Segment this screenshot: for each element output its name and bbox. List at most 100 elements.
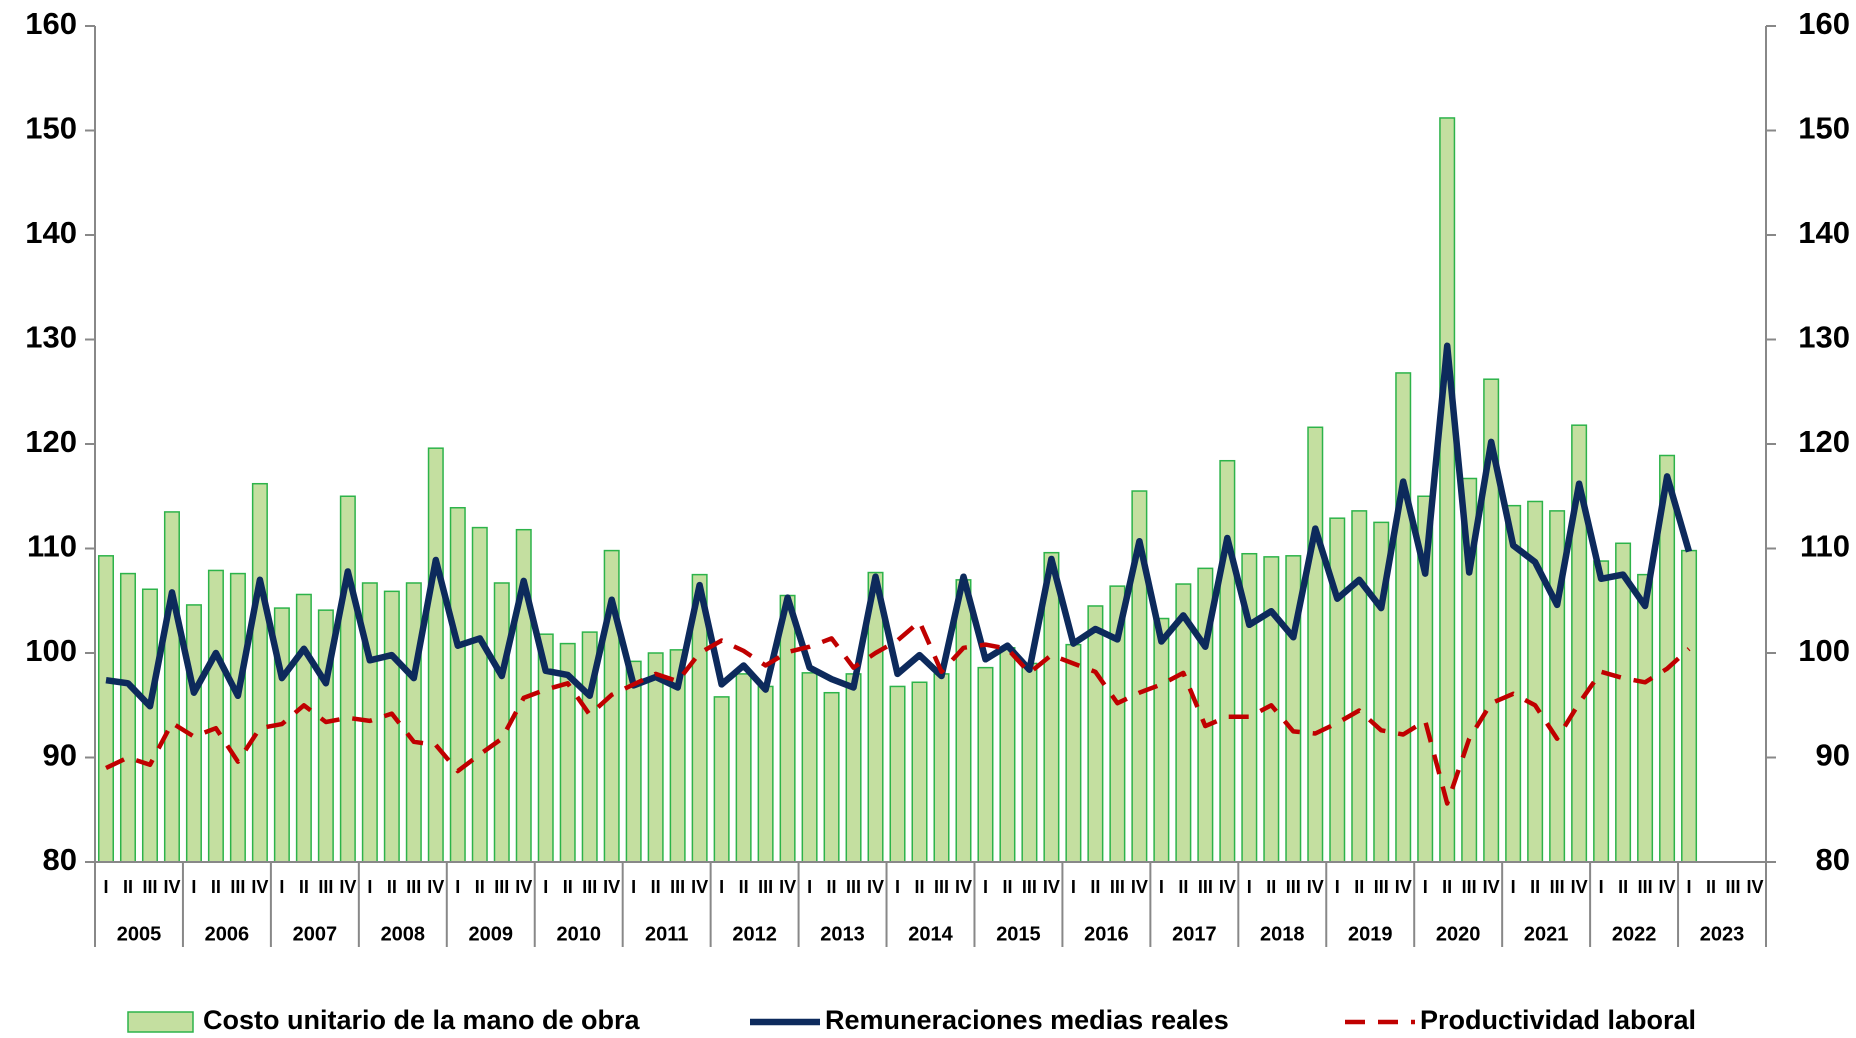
bar [735,673,752,863]
x-tick-label: IV [515,877,532,897]
x-tick-label: II [1618,877,1628,897]
y2-tick-label: 130 [1798,320,1850,355]
x-tick-label: I [1247,877,1252,897]
bar [955,579,972,863]
x-tick-label: III [1550,877,1565,897]
x-tick-label: III [1022,877,1037,897]
x-tick-label: II [211,877,221,897]
x-tick-label: IV [1131,877,1148,897]
x-tick-label: II [387,877,397,897]
bar [1307,426,1324,863]
x-tick-label: IV [955,877,972,897]
x-tick-label: III [494,877,509,897]
y-tick-label: 130 [25,320,77,355]
y-tick-label: 160 [25,6,77,41]
x-tick-label: III [230,877,245,897]
y2-tick-label: 110 [1800,529,1850,564]
x-tick-label: IV [867,877,884,897]
x-tick-label: IV [1746,877,1763,897]
x-tick-label: II [1178,877,1188,897]
x-tick-label: I [279,877,284,897]
x-tick-label: II [1442,877,1452,897]
x-tick-label: II [827,877,837,897]
bar [339,495,356,863]
bar [1505,504,1522,863]
bar [1615,542,1632,863]
legend-swatch [127,1011,194,1033]
bar [141,588,158,863]
y-tick-label: 150 [25,111,77,146]
x-tick-label: III [1198,877,1213,897]
x-tick-label: I [1423,877,1428,897]
x-tick-label: II [739,877,749,897]
x-tick-label: IV [1395,877,1412,897]
y2-tick-label: 100 [1798,633,1850,668]
year-label: 2015 [996,923,1041,945]
x-tick-label: I [367,877,372,897]
bar [647,652,664,863]
bar [933,673,950,863]
x-tick-label: II [1530,877,1540,897]
x-tick-label: III [142,877,157,897]
x-tick-label: I [1335,877,1340,897]
x-tick-label: II [651,877,661,897]
x-tick-label: IV [1571,877,1588,897]
x-tick-label: I [1687,877,1692,897]
x-tick-label: IV [163,877,180,897]
bar [1021,662,1038,863]
x-tick-label: III [758,877,773,897]
y2-tick-label: 140 [1798,215,1850,250]
year-label: 2012 [732,923,777,945]
x-tick-label: I [455,877,460,897]
year-label: 2023 [1700,923,1745,945]
bar [845,673,862,863]
x-tick-label: IV [691,877,708,897]
x-tick-label: IV [251,877,268,897]
y2-tick-label: 80 [1816,842,1850,877]
bar [1395,372,1412,863]
x-tick-label: III [1638,877,1653,897]
year-label: 2013 [820,923,865,945]
y-tick-label: 100 [25,633,77,668]
y-tick-label: 140 [25,215,77,250]
x-tick-label: II [1266,877,1276,897]
x-tick-label: I [1599,877,1604,897]
x-tick-label: I [895,877,900,897]
bar [471,526,488,863]
bar [713,696,730,863]
x-tick-label: IV [1483,877,1500,897]
x-tick-label: IV [1043,877,1060,897]
year-label: 2009 [469,923,514,945]
year-label: 2007 [293,923,338,945]
year-label: 2022 [1612,923,1657,945]
bar [427,447,444,863]
year-label: 2018 [1260,923,1305,945]
bar [1637,573,1654,863]
legend-label: Remuneraciones medias reales [825,1005,1229,1035]
x-tick-label: III [1110,877,1125,897]
year-label: 2017 [1172,923,1217,945]
x-tick-label: I [1159,877,1164,897]
y2-tick-label: 150 [1798,111,1850,146]
bar [383,590,400,863]
x-tick-label: IV [1659,877,1676,897]
x-tick-label: II [299,877,309,897]
bar [999,647,1016,863]
x-tick-label: I [1511,877,1516,897]
bar [977,666,994,863]
x-tick-label: III [1462,877,1477,897]
x-tick-label: I [543,877,548,897]
year-label: 2010 [556,923,601,945]
x-tick-label: III [318,877,333,897]
x-tick-label: I [191,877,196,897]
y-tick-label: 120 [25,424,77,459]
bar [1065,643,1082,863]
x-tick-label: II [475,877,485,897]
year-label: 2016 [1084,923,1129,945]
x-tick-label: II [1706,877,1716,897]
bar [1439,117,1456,863]
x-tick-label: III [670,877,685,897]
x-tick-label: III [1726,877,1741,897]
bar [97,555,114,863]
